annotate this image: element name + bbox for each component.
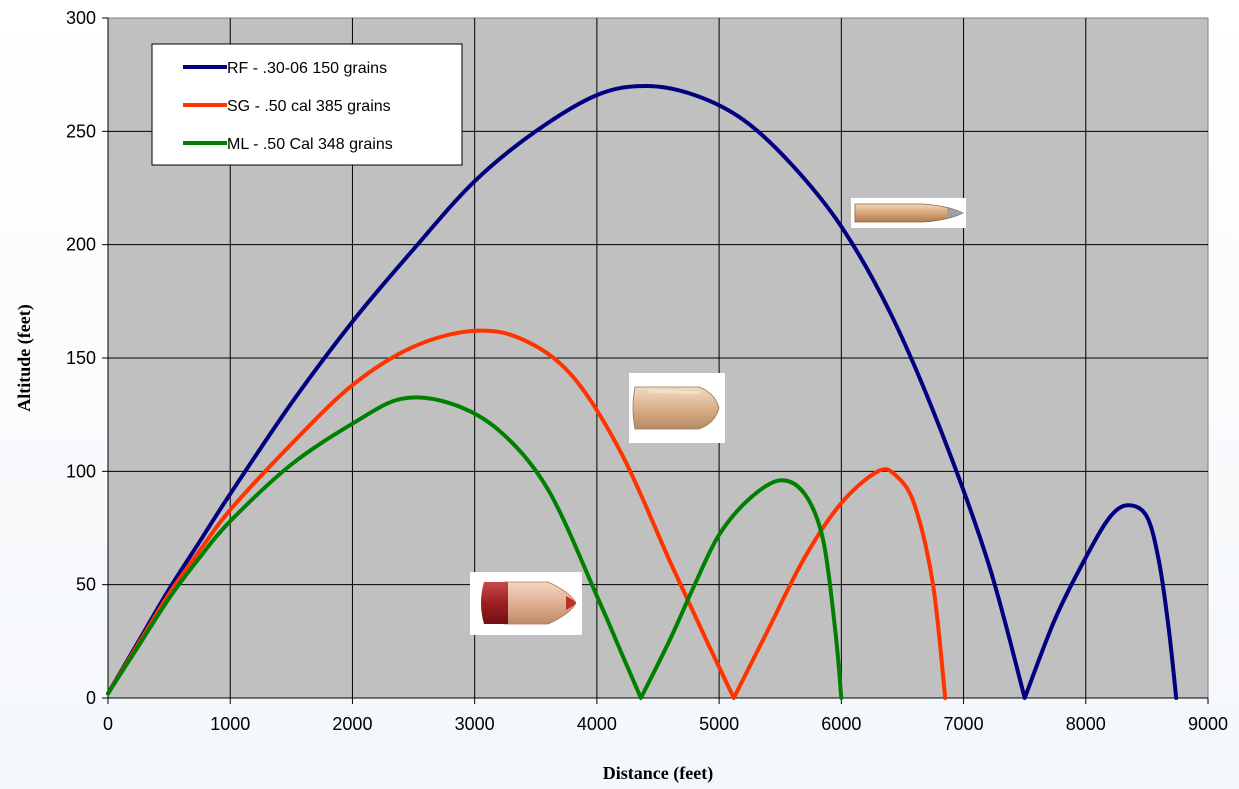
x-axis-title: Distance (feet) <box>603 763 713 784</box>
series-line-ml <box>106 395 844 700</box>
legend: RF - .30-06 150 grains SG - .50 cal 385 … <box>151 43 463 166</box>
x-tick-labels: 0 1000 2000 3000 4000 5000 6000 7000 8000 9000 <box>103 698 1228 734</box>
rifle-bullet-icon <box>851 198 966 228</box>
x-tick-label: 8000 <box>1066 714 1106 734</box>
x-tick-label: 7000 <box>944 714 984 734</box>
legend-label-ml: ML - .50 Cal 348 grains <box>227 136 393 153</box>
y-tick-label: 200 <box>66 235 96 255</box>
legend-label-rf: RF - .30-06 150 grains <box>227 60 387 77</box>
series-line-sg <box>106 328 948 700</box>
x-tick-label: 9000 <box>1188 714 1228 734</box>
x-tick-label: 2000 <box>332 714 372 734</box>
legend-item-rf: RF - .30-06 150 grains <box>183 60 387 77</box>
x-tick-label: 1000 <box>210 714 250 734</box>
y-tick-labels: 0 50 100 150 200 250 300 <box>66 8 108 708</box>
series-line-rf <box>106 84 1179 700</box>
series-lines <box>106 84 1179 700</box>
y-tick-label: 0 <box>86 688 96 708</box>
x-tick-label: 5000 <box>699 714 739 734</box>
x-tick-label: 0 <box>103 714 113 734</box>
y-tick-label: 50 <box>76 575 96 595</box>
y-tick-label: 100 <box>66 461 96 481</box>
legend-item-ml: ML - .50 Cal 348 grains <box>183 136 393 153</box>
muzzleloader-bullet-icon <box>470 572 582 635</box>
shotgun-slug-icon <box>629 373 725 443</box>
legend-label-sg: SG - .50 cal 385 grains <box>227 98 391 115</box>
x-tick-label: 4000 <box>577 714 617 734</box>
legend-item-sg: SG - .50 cal 385 grains <box>183 98 391 115</box>
y-tick-label: 300 <box>66 8 96 28</box>
y-tick-label: 150 <box>66 348 96 368</box>
y-tick-label: 250 <box>66 121 96 141</box>
x-tick-label: 3000 <box>455 714 495 734</box>
y-axis-title: Altitude (feet) <box>14 304 35 411</box>
x-tick-label: 6000 <box>821 714 861 734</box>
